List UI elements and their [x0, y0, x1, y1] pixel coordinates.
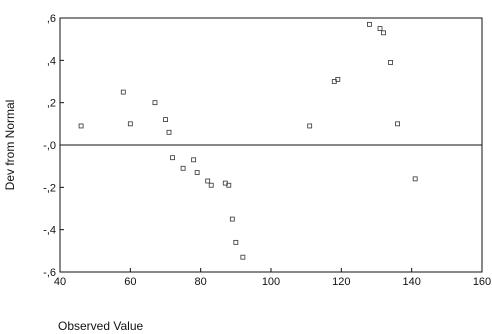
y-tick-label: ,4 — [47, 55, 56, 67]
data-point — [191, 157, 197, 163]
data-point — [388, 60, 393, 65]
data-point — [335, 76, 341, 82]
data-point — [170, 155, 175, 161]
data-point — [381, 30, 386, 36]
data-point — [205, 178, 211, 184]
data-point — [120, 89, 126, 95]
x-tick-label: 100 — [262, 276, 280, 288]
data-point — [127, 121, 133, 127]
data-point — [229, 216, 235, 222]
data-point — [152, 100, 158, 106]
x-tick-label: 160 — [473, 276, 491, 288]
data-point — [194, 170, 200, 175]
data-point — [412, 176, 418, 182]
y-tick-label: -,2 — [43, 182, 56, 194]
x-axis-ticks: 40 60 80 100 120 140 160 — [54, 268, 491, 288]
x-tick-label: 140 — [402, 276, 420, 288]
data-point — [307, 123, 313, 129]
y-tick-label: -,6 — [43, 267, 56, 279]
data-point — [233, 239, 239, 245]
data-point — [78, 123, 84, 129]
data-point — [226, 182, 232, 188]
data-point — [163, 117, 168, 122]
y-tick-label: -,0 — [43, 140, 56, 152]
data-point — [166, 129, 172, 135]
data-points — [78, 21, 418, 260]
y-tick-label: ,2 — [47, 98, 56, 110]
y-tick-label: ,6 — [47, 13, 56, 25]
y-axis-title: Dev from Normal — [3, 100, 17, 191]
data-point — [208, 182, 214, 188]
data-point — [240, 254, 246, 260]
x-tick-label: 60 — [124, 276, 136, 288]
x-axis-title: Observed Value — [58, 319, 143, 333]
data-point — [367, 21, 372, 27]
data-point — [377, 26, 383, 31]
data-point — [395, 121, 401, 127]
x-tick-label: 80 — [195, 276, 207, 288]
y-axis-ticks: -,6 -,4 -,2 -,0 ,2 ,4 ,6 — [43, 13, 64, 279]
y-tick-label: -,4 — [43, 225, 56, 237]
data-point — [180, 165, 186, 171]
x-tick-label: 40 — [54, 276, 66, 288]
x-tick-label: 120 — [332, 276, 350, 288]
